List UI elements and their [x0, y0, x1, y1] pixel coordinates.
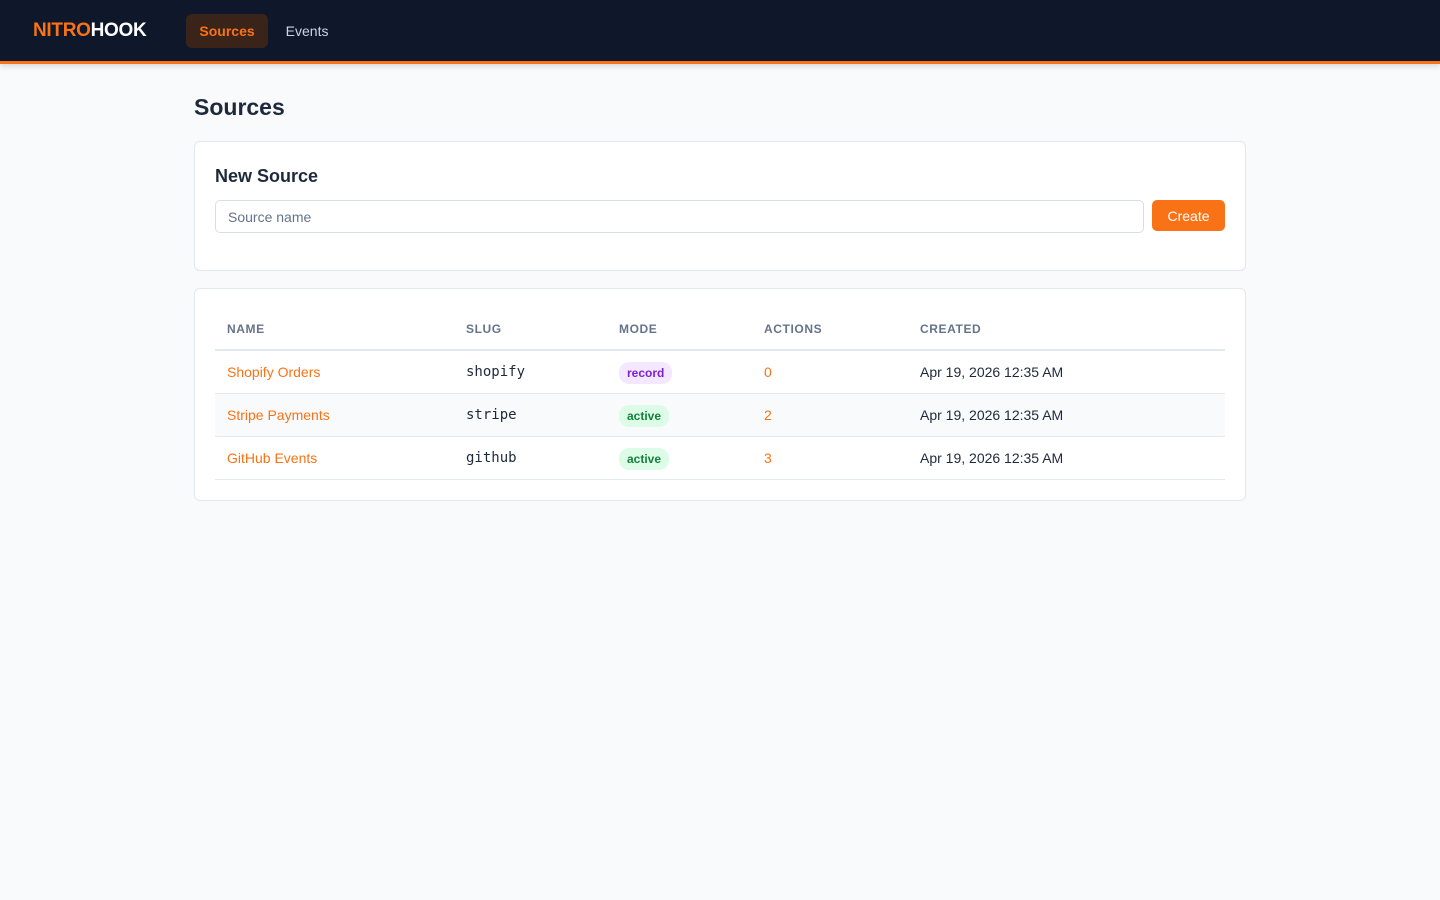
sources-table: NAME SLUG MODE ACTIONS CREATED Shopify Order…: [215, 309, 1225, 480]
cell: Shopify Orders: [215, 350, 454, 394]
created: Apr 19, 2026 12:35 AM: [920, 449, 1064, 466]
cell: Apr 19, 2026 12:35 AM: [908, 436, 1225, 480]
cell: active: [607, 393, 752, 437]
slug: shopify: [466, 364, 526, 381]
brand-second: HOOK: [90, 19, 147, 41]
table-row: Shopify Orders shopify record 0 Apr 19, 2026…: [215, 350, 1225, 394]
cell: 0: [752, 350, 908, 394]
form-card: New Source Source name Create: [194, 141, 1246, 271]
column-header: NAME: [215, 309, 454, 351]
cell: Apr 19, 2026 12:35 AM: [908, 393, 1225, 437]
mode-badge: active: [619, 447, 670, 470]
actions-count: 3: [764, 449, 772, 466]
source-name[interactable]: Shopify Orders: [227, 363, 321, 380]
column-header: CREATED: [908, 309, 1225, 351]
content: Sources New Source Source name Create NA…: [194, 64, 1246, 501]
source-name[interactable]: GitHub Events: [227, 449, 318, 466]
source-name[interactable]: Stripe Payments: [227, 406, 330, 423]
table-card: NAME SLUG MODE ACTIONS CREATED Shopify Order…: [194, 288, 1246, 501]
nav-link[interactable]: Sources: [186, 13, 268, 48]
table-row: GitHub Events github active 3 Apr 19, 2026 1…: [215, 436, 1225, 480]
table-body: Shopify Orders shopify record 0 Apr 19, 2026…: [215, 350, 1225, 480]
created: Apr 19, 2026 12:35 AM: [920, 363, 1064, 380]
cell: GitHub Events: [215, 436, 454, 480]
cell: github: [454, 436, 607, 480]
source-name-input[interactable]: Source name: [215, 200, 1144, 233]
create-button[interactable]: Create: [1152, 200, 1225, 231]
mode-badge: active: [619, 404, 670, 427]
form-row: Source name Create: [215, 200, 1225, 233]
cell: stripe: [454, 393, 607, 437]
brand-first: NITRO: [33, 19, 91, 41]
cell: 3: [752, 436, 908, 480]
actions-count: 2: [764, 406, 772, 423]
column-header: ACTIONS: [752, 309, 908, 351]
nav-link[interactable]: Events: [285, 22, 329, 39]
page-title: Sources: [194, 94, 285, 120]
actions-count: 0: [764, 363, 772, 380]
slug: stripe: [466, 407, 517, 423]
column-header: SLUG: [454, 309, 607, 351]
form-title: New Source: [215, 166, 319, 186]
cell: record: [607, 350, 752, 394]
cell: 2: [752, 393, 908, 437]
header-row: NAME SLUG MODE ACTIONS CREATED: [215, 309, 1225, 351]
navbar: NITROHOOK Sources Events: [0, 0, 1440, 64]
cell: Apr 19, 2026 12:35 AM: [908, 350, 1225, 394]
cell: active: [607, 436, 752, 480]
slug: github: [466, 450, 517, 466]
brand[interactable]: NITROHOOK: [33, 19, 147, 42]
table-row: Stripe Payments stripe active 2 Apr 19, 2026…: [215, 393, 1225, 437]
mode-badge: record: [619, 361, 673, 384]
cell: Stripe Payments: [215, 393, 454, 437]
column-header: MODE: [607, 309, 752, 351]
created: Apr 19, 2026 12:35 AM: [920, 406, 1064, 423]
cell: shopify: [454, 350, 607, 394]
